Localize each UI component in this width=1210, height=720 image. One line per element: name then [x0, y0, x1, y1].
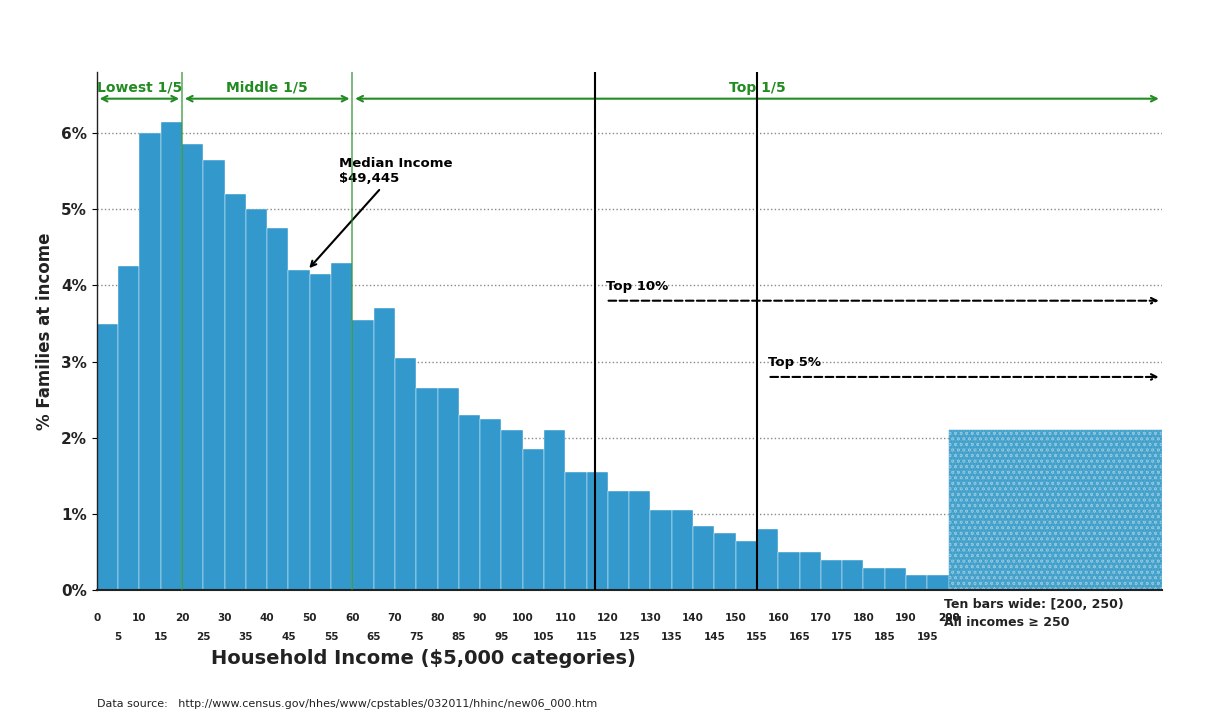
- Text: 140: 140: [682, 613, 704, 624]
- Bar: [693, 526, 714, 590]
- Text: 175: 175: [831, 632, 853, 642]
- Text: 25: 25: [196, 632, 211, 642]
- Text: 130: 130: [640, 613, 662, 624]
- Text: 105: 105: [534, 632, 555, 642]
- Text: 125: 125: [618, 632, 640, 642]
- Text: 45: 45: [281, 632, 295, 642]
- Bar: [778, 552, 800, 590]
- Bar: [757, 529, 778, 590]
- Bar: [352, 320, 374, 590]
- Text: Top 1/5: Top 1/5: [728, 81, 785, 95]
- Text: 145: 145: [703, 632, 725, 642]
- Bar: [820, 560, 842, 590]
- Text: Median Income
$49,445: Median Income $49,445: [311, 157, 453, 266]
- Text: 165: 165: [789, 632, 811, 642]
- Text: 65: 65: [367, 632, 381, 642]
- Text: 195: 195: [916, 632, 938, 642]
- Text: 60: 60: [345, 613, 359, 624]
- Text: 200: 200: [938, 613, 960, 624]
- Bar: [438, 388, 459, 590]
- Text: 55: 55: [324, 632, 339, 642]
- Text: 85: 85: [451, 632, 466, 642]
- Text: 35: 35: [238, 632, 253, 642]
- Bar: [736, 541, 757, 590]
- Bar: [544, 431, 565, 590]
- Bar: [672, 510, 693, 590]
- Text: 185: 185: [874, 632, 895, 642]
- Bar: [182, 145, 203, 590]
- Bar: [927, 575, 949, 590]
- Y-axis label: % Families at income: % Families at income: [36, 233, 54, 430]
- Text: Ten bars wide: [200, 250): Ten bars wide: [200, 250): [944, 598, 1124, 611]
- Bar: [842, 560, 864, 590]
- Text: 200: 200: [938, 613, 960, 624]
- Bar: [459, 415, 480, 590]
- Bar: [394, 358, 416, 590]
- Bar: [885, 567, 906, 590]
- Text: Lowest 1/5: Lowest 1/5: [97, 81, 182, 95]
- Bar: [565, 472, 587, 590]
- Bar: [949, 431, 1162, 590]
- Text: All incomes ≥ 250: All incomes ≥ 250: [944, 616, 1070, 629]
- Bar: [416, 388, 438, 590]
- Bar: [480, 419, 501, 590]
- Text: 120: 120: [597, 613, 618, 624]
- Text: 170: 170: [809, 613, 831, 624]
- Bar: [629, 491, 651, 590]
- Bar: [161, 122, 182, 590]
- Text: 20: 20: [174, 613, 189, 624]
- Bar: [374, 308, 394, 590]
- Bar: [246, 210, 267, 590]
- Bar: [651, 510, 672, 590]
- Bar: [139, 133, 161, 590]
- Bar: [310, 274, 332, 590]
- Text: 115: 115: [576, 632, 598, 642]
- Text: 190: 190: [895, 613, 917, 624]
- Bar: [97, 323, 119, 590]
- Text: 95: 95: [494, 632, 508, 642]
- Text: 70: 70: [387, 613, 402, 624]
- Text: 135: 135: [661, 632, 682, 642]
- Text: 160: 160: [767, 613, 789, 624]
- Text: 150: 150: [725, 613, 747, 624]
- Text: Top 5%: Top 5%: [767, 356, 820, 369]
- Bar: [607, 491, 629, 590]
- Text: Middle 1/5: Middle 1/5: [226, 81, 309, 95]
- Bar: [714, 534, 736, 590]
- Text: 80: 80: [431, 613, 445, 624]
- Bar: [523, 449, 544, 590]
- Text: 15: 15: [154, 632, 168, 642]
- Text: 30: 30: [218, 613, 232, 624]
- Bar: [225, 194, 246, 590]
- Text: Data source:   http://www.census.gov/hhes/www/cpstables/032011/hhinc/new06_000.h: Data source: http://www.census.gov/hhes/…: [97, 698, 597, 708]
- Text: 40: 40: [260, 613, 275, 624]
- Text: 5: 5: [115, 632, 122, 642]
- Bar: [203, 160, 225, 590]
- Text: Household Income ($5,000 categories): Household Income ($5,000 categories): [211, 649, 636, 668]
- Text: 100: 100: [512, 613, 534, 624]
- Bar: [501, 431, 523, 590]
- Text: 50: 50: [302, 613, 317, 624]
- Text: 75: 75: [409, 632, 423, 642]
- Text: 155: 155: [747, 632, 768, 642]
- Bar: [949, 431, 1162, 590]
- Bar: [864, 567, 885, 590]
- Text: Top 10%: Top 10%: [606, 280, 668, 293]
- Bar: [332, 263, 352, 590]
- Bar: [800, 552, 820, 590]
- Text: 0: 0: [93, 613, 100, 624]
- Bar: [906, 575, 927, 590]
- Bar: [267, 228, 288, 590]
- Text: 10: 10: [132, 613, 146, 624]
- Text: 180: 180: [853, 613, 875, 624]
- Bar: [288, 270, 310, 590]
- Text: 90: 90: [473, 613, 488, 624]
- Text: 110: 110: [554, 613, 576, 624]
- Bar: [119, 266, 139, 590]
- Bar: [587, 472, 607, 590]
